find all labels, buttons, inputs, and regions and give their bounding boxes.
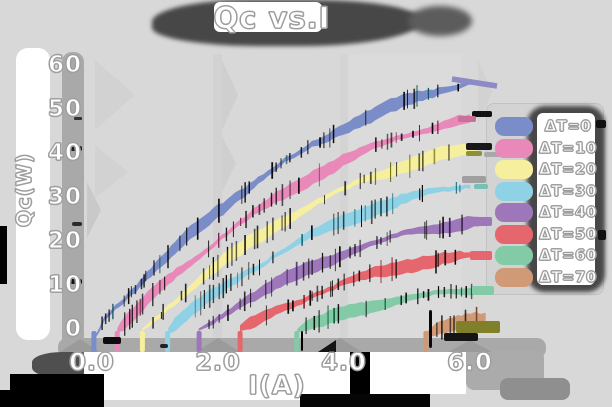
background-shape — [95, 145, 128, 198]
background-shape — [448, 340, 492, 352]
background-shape — [222, 60, 238, 130]
shadow-blob — [598, 230, 606, 240]
series-hatch-marks-dt-20 — [152, 144, 450, 329]
shadow-blob — [340, 54, 348, 340]
shadow-blob — [214, 2, 322, 32]
shadow-blob — [62, 52, 84, 348]
shadow-blob — [300, 394, 430, 407]
shadow-blob — [596, 120, 606, 128]
background-shape — [95, 60, 135, 130]
series-start-tick-dt-30 — [165, 331, 171, 352]
series-end-tail-dt-0 — [451, 76, 498, 89]
background-shape — [196, 338, 240, 352]
end-tail-dash-dt-30 — [474, 184, 488, 189]
end-tail-dash-dt-30 — [462, 176, 486, 183]
shadow-blob — [537, 113, 595, 285]
shadow-blob — [68, 279, 82, 284]
series-hatch-marks-dt-70 — [436, 306, 478, 340]
end-tail-dash-axis — [103, 337, 121, 344]
series-line-dt-50 — [240, 250, 471, 332]
background-shape — [87, 182, 101, 238]
end-tail-dash-dt-20 — [484, 152, 502, 157]
shadow-blob — [0, 390, 12, 407]
background-shape — [478, 60, 492, 124]
end-tail-dash-axis — [160, 344, 168, 348]
series-dt-0 — [91, 80, 474, 352]
end-tail-dash-dt-70 — [429, 310, 432, 348]
shadow-blob — [84, 352, 350, 400]
background-shape — [60, 339, 100, 352]
series-line-dt-70 — [425, 311, 486, 339]
series-hatch-marks-dt-50 — [265, 249, 457, 326]
shadow-blob — [72, 222, 82, 226]
shadow-blob — [213, 54, 222, 340]
shadow-blob — [10, 374, 104, 407]
shadow-blob — [0, 226, 7, 284]
end-tail-dash-dt-70 — [444, 333, 478, 341]
series-line-dt-40 — [198, 216, 479, 331]
shadow-blob — [68, 146, 82, 151]
series-dt-20 — [139, 144, 477, 352]
end-tail-dash-dt-40 — [468, 217, 492, 226]
series-hatch-marks-dt-10 — [124, 120, 439, 336]
shadow-blob — [16, 48, 50, 340]
end-tail-dash-dt-70 — [456, 321, 500, 333]
shadow-blob — [500, 378, 570, 400]
series-hatch-marks-dt-0 — [101, 83, 459, 330]
series-hatch-marks-dt-40 — [208, 214, 463, 329]
end-tail-dash-dt-10 — [458, 116, 476, 122]
background-shape — [222, 136, 236, 192]
series-start-tick-dt-60 — [294, 331, 300, 352]
shadow-blob — [74, 117, 82, 120]
series-start-tick-dt-0 — [91, 331, 97, 352]
end-tail-dash-dt-10 — [472, 111, 492, 117]
series-start-tick-dt-40 — [196, 331, 202, 352]
series-dt-50 — [237, 249, 471, 352]
shadow-blob — [350, 352, 370, 407]
shadow-blob — [408, 6, 472, 36]
end-tail-dash-dt-60 — [301, 331, 303, 351]
series-hatch-marks-dt-30 — [194, 182, 461, 318]
shadow-blob — [370, 352, 466, 394]
series-dt-30 — [165, 182, 471, 352]
series-start-tick-dt-20 — [139, 331, 145, 352]
end-tail-dash-dt-50 — [470, 251, 492, 260]
series-dt-70 — [423, 306, 486, 352]
background-shape — [318, 340, 336, 352]
series-dt-60 — [294, 283, 484, 352]
series-dt-40 — [196, 214, 479, 352]
end-tail-dash-dt-20 — [466, 143, 492, 150]
series-hatch-marks-dt-60 — [305, 283, 473, 335]
series-start-tick-dt-50 — [237, 331, 243, 352]
end-tail-dash-dt-60 — [472, 286, 494, 295]
end-tail-dash-dt-20 — [466, 151, 482, 156]
